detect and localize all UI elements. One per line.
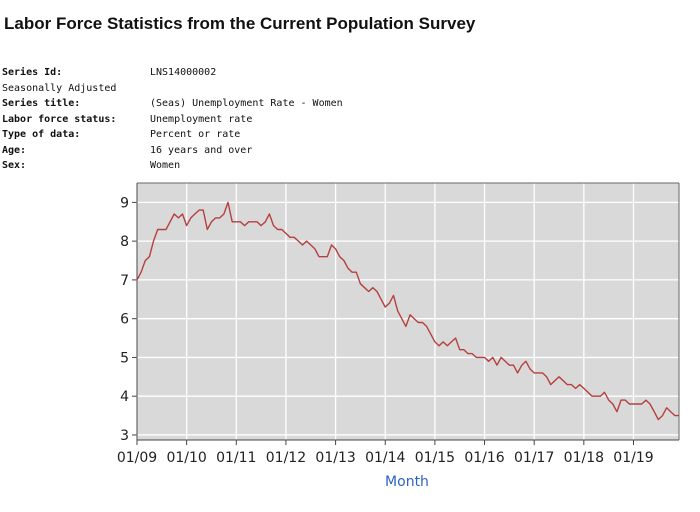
series-title-label: Series title: [2,98,81,109]
seasonal-adjustment-label: Seasonally Adjusted [2,82,117,94]
labor-force-status-row: Labor force status: Unemployment rate [2,112,343,128]
series-id-row: Series Id: LNS14000002 [2,65,343,81]
y-tick-label: 3 [120,428,129,444]
x-tick-label: 01/13 [315,450,355,466]
labor-force-status-value: Unemployment rate [150,113,253,125]
type-of-data-value: Percent or rate [150,129,241,140]
sex-row: Sex: Women [2,158,343,174]
x-tick-label: 01/15 [415,450,455,466]
x-tick-label: 01/17 [514,450,554,466]
y-tick-label: 5 [120,350,129,366]
series-line-women-unemployment-rate [136,201,679,421]
plot-background [137,183,679,440]
age-value: 16 years and over [150,144,253,156]
sex-value: Women [150,160,181,171]
y-tick-label: 9 [120,195,129,211]
x-axis-title: Month [385,474,429,490]
y-tick-label: 8 [120,234,129,250]
type-of-data-label: Type of data: [2,129,81,140]
x-tick-label: 01/16 [464,450,504,466]
seasonal-adjustment-row: Seasonally Adjusted [2,81,343,97]
x-tick-label: 01/10 [166,450,206,466]
x-tick-label: 01/12 [266,450,306,466]
x-tick-label: 01/14 [365,450,405,466]
age-row: Age: 16 years and over [2,143,343,159]
series-title-row: Series title: (Seas) Unemployment Rate -… [2,96,343,112]
page-title: Labor Force Statistics from the Current … [4,14,476,33]
x-tick-label: 01/09 [117,450,157,466]
y-tick-label: 4 [120,389,129,405]
series-id-label: Series Id: [2,67,63,78]
sex-label: Sex: [2,160,27,171]
x-tick-label: 01/18 [564,450,604,466]
type-of-data-row: Type of data: Percent or rate [2,127,343,143]
series-title-value: (Seas) Unemployment Rate - Women [150,98,343,109]
x-tick-label: 01/11 [216,450,256,466]
series-metadata: Series Id: LNS14000002 Seasonally Adjust… [2,65,343,174]
age-label: Age: [2,144,27,156]
x-tick-label: 01/19 [613,450,653,466]
y-tick-label: 7 [120,273,129,289]
y-tick-label: 6 [120,312,129,328]
series-id-value: LNS14000002 [150,67,217,78]
labor-force-status-label: Labor force status: [2,113,117,125]
